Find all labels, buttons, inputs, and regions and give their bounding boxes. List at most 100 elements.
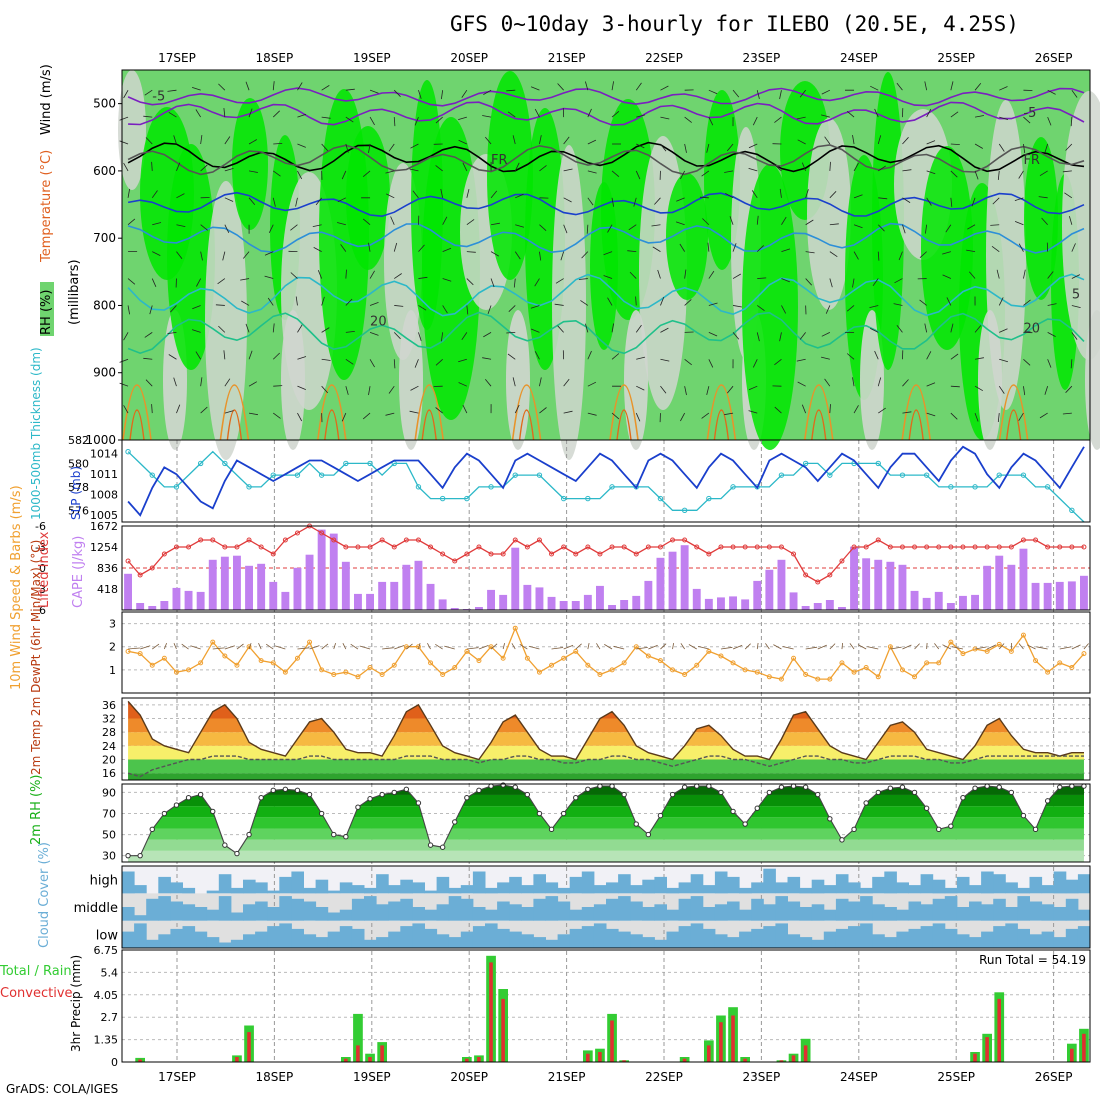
wind-barb <box>168 111 177 118</box>
thickness-point <box>149 472 155 478</box>
wind-barb <box>894 278 903 284</box>
rh-point <box>887 785 894 791</box>
wind-speed-point <box>282 669 288 675</box>
wind-barb <box>563 644 574 650</box>
cloud-bar <box>642 937 655 948</box>
cloud-bar <box>1077 874 1091 894</box>
rh-point <box>1069 783 1075 789</box>
wind-barb <box>441 332 444 342</box>
cape-bar <box>777 559 786 610</box>
wind-speed-point <box>573 648 579 654</box>
wind-barb <box>539 407 547 414</box>
wind-barb <box>272 352 280 360</box>
cloud-bar <box>678 926 692 948</box>
wind-speed-point <box>1069 665 1075 671</box>
cloud-bar <box>969 885 982 894</box>
rh-point <box>439 844 446 850</box>
li-point <box>524 544 530 550</box>
cape-bar <box>704 598 713 610</box>
wind-barb <box>273 412 281 419</box>
cape-bar <box>281 591 290 610</box>
wind-barb <box>393 117 396 127</box>
cape-bar <box>269 581 278 610</box>
wind-tick: 1 <box>109 664 116 677</box>
cape-bar <box>148 606 157 610</box>
wind-barb <box>950 353 959 360</box>
wind-barb <box>684 269 687 279</box>
wind-barb <box>170 305 177 313</box>
rh-region <box>986 100 1026 410</box>
rh-point <box>996 784 1002 790</box>
slp-axis-label: SLP (mb) <box>69 466 83 520</box>
cloud-bar <box>654 904 667 921</box>
wind-barb <box>563 410 573 414</box>
wind-barb <box>1018 643 1024 650</box>
wind-barb <box>748 143 758 149</box>
wind-barb <box>684 143 687 153</box>
rh-point <box>512 784 518 790</box>
precip-conv-bar <box>489 962 493 1062</box>
wind-barb <box>151 278 157 287</box>
rh-region <box>666 173 708 300</box>
li-point <box>791 551 797 557</box>
rh-point <box>548 826 555 833</box>
wind-barb <box>1023 143 1026 153</box>
rh-point <box>1044 798 1051 804</box>
li-point <box>294 530 300 536</box>
wind-barb <box>636 385 645 391</box>
wind-barb <box>1044 143 1049 153</box>
wind-barb <box>190 645 201 650</box>
cloud-bar <box>799 937 813 948</box>
cape-bar <box>196 591 205 610</box>
li-point <box>863 544 869 550</box>
cape-bar <box>753 580 762 610</box>
thickness-point <box>367 460 373 467</box>
wind-barb <box>925 224 928 234</box>
wind-speed-point <box>379 671 385 677</box>
cloud-bar <box>811 904 825 921</box>
cloud-bar <box>327 890 341 894</box>
day-label-top: 18SEP <box>256 51 294 65</box>
cloud-bar <box>255 901 268 921</box>
cloud-bar <box>908 901 922 921</box>
precip-tick: 2.7 <box>101 1011 119 1024</box>
li-point <box>657 544 663 550</box>
panel-frame <box>121 783 1091 863</box>
wind-barb <box>581 251 589 259</box>
precip-conv-bar <box>731 1015 735 1062</box>
cloud-bar <box>327 912 341 921</box>
wind-barb <box>628 224 637 231</box>
wind-barb <box>382 647 394 650</box>
cloud-bar <box>751 928 764 948</box>
wind-barb <box>706 386 710 395</box>
wind-barb <box>440 188 444 198</box>
rh-tick: 90 <box>102 786 116 799</box>
wind-barb <box>587 170 597 174</box>
thickness-tick: 578 <box>68 481 89 494</box>
cloud-bar <box>400 926 413 948</box>
wind-barb <box>611 197 614 207</box>
cloud-bar <box>823 931 837 948</box>
wind-barb <box>1018 170 1024 179</box>
wind-barb <box>878 407 886 414</box>
li-point <box>621 544 627 550</box>
cloud-bar <box>920 904 934 921</box>
rh-point <box>536 810 543 817</box>
wind-barb <box>414 116 419 126</box>
wind-speed-point <box>476 658 482 664</box>
li-point <box>186 544 192 550</box>
cloud-bar <box>920 926 934 948</box>
wind-barb <box>530 328 540 333</box>
wind-barb <box>1062 412 1072 415</box>
cape-bar <box>825 600 834 610</box>
wind-barb <box>603 275 613 279</box>
wind-barb <box>369 359 375 368</box>
wind-barb <box>974 357 984 360</box>
wind-barb <box>563 168 573 172</box>
cloud-bar <box>485 923 498 948</box>
li-point <box>1033 537 1039 543</box>
wind-barb <box>924 81 928 91</box>
cloud-bar <box>908 885 922 894</box>
wind-barb <box>999 358 1009 363</box>
cloud-bar <box>642 907 655 921</box>
